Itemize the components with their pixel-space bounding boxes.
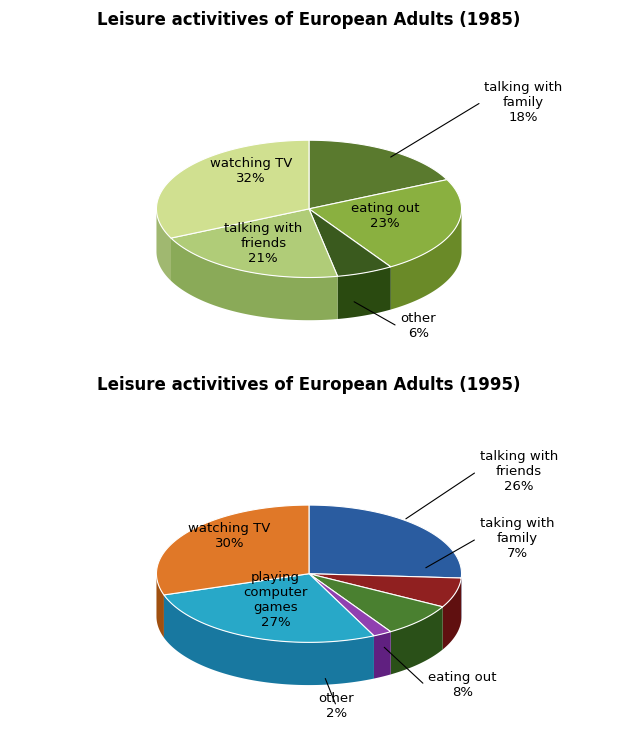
Text: playing
computer
games
27%: playing computer games 27% [243,571,308,629]
Text: eating out
23%: eating out 23% [351,203,420,230]
Polygon shape [309,180,462,267]
Polygon shape [164,574,374,642]
Polygon shape [156,574,164,638]
Polygon shape [309,209,391,276]
Title: Leisure activitives of European Adults (1995): Leisure activitives of European Adults (… [97,376,521,394]
Polygon shape [164,595,374,685]
Text: watching TV
32%: watching TV 32% [210,156,292,185]
Polygon shape [171,209,337,277]
Polygon shape [337,267,391,319]
Polygon shape [309,505,462,578]
Polygon shape [309,574,461,606]
Polygon shape [309,140,447,209]
Polygon shape [171,238,337,320]
Polygon shape [309,574,391,635]
Text: other
6%: other 6% [400,312,436,340]
Polygon shape [156,140,309,238]
Text: talking with
friends
26%: talking with friends 26% [480,450,558,493]
Polygon shape [374,632,391,679]
Text: other
2%: other 2% [319,692,354,720]
Text: watching TV
30%: watching TV 30% [188,522,271,550]
Text: talking with
family
18%: talking with family 18% [485,80,562,124]
Polygon shape [156,505,309,595]
Polygon shape [309,574,442,632]
Title: Leisure activitives of European Adults (1985): Leisure activitives of European Adults (… [97,11,521,29]
Polygon shape [391,209,462,309]
Text: taking with
family
7%: taking with family 7% [480,517,554,560]
Text: eating out
8%: eating out 8% [428,671,496,699]
Polygon shape [391,606,442,674]
Polygon shape [442,578,461,650]
Polygon shape [156,209,171,281]
Text: talking with
friends
21%: talking with friends 21% [224,223,302,265]
